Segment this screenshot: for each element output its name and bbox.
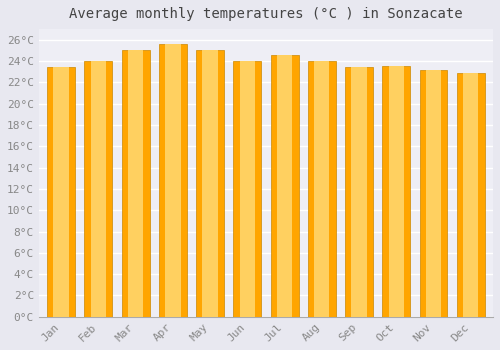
Bar [382,66,410,317]
Bar [234,61,262,317]
Bar [84,61,112,317]
Bar [277,55,292,317]
Bar [463,73,478,317]
Bar [270,55,298,317]
Bar [165,44,180,317]
Bar [388,66,404,317]
Title: Average monthly temperatures (°C ) in Sonzacate: Average monthly temperatures (°C ) in So… [69,7,462,21]
Bar [345,68,373,317]
Bar [420,70,448,317]
Bar [128,50,144,317]
Bar [308,61,336,317]
Bar [54,68,69,317]
Bar [90,61,106,317]
Bar [159,44,187,317]
Bar [240,61,255,317]
Bar [457,73,484,317]
Bar [352,68,366,317]
Bar [202,50,218,317]
Bar [426,70,441,317]
Bar [122,50,150,317]
Bar [47,68,75,317]
Bar [314,61,330,317]
Bar [196,50,224,317]
